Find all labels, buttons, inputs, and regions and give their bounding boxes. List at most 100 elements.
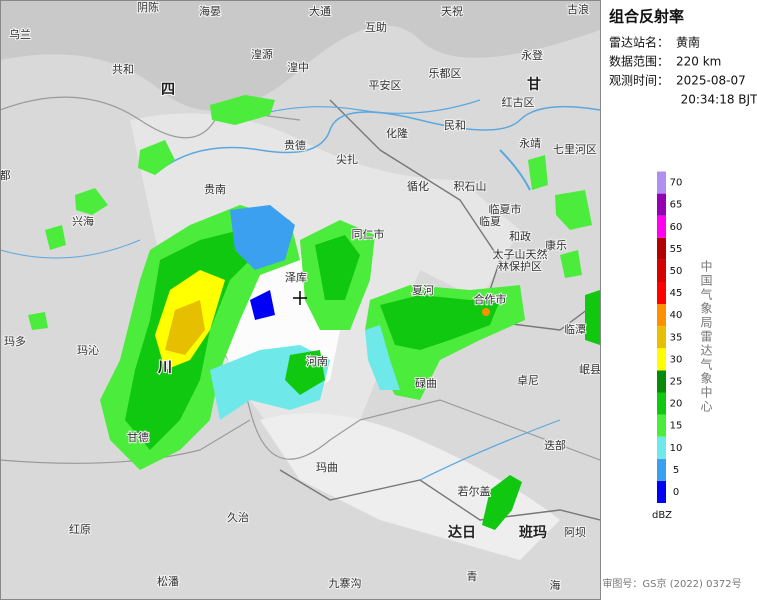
echo (230, 205, 295, 270)
place-label: 川 (157, 360, 172, 376)
echo (555, 190, 592, 230)
place-label: 都 (0, 169, 11, 182)
place-label: 红古区 (502, 96, 535, 109)
place-label: 乌兰 (9, 27, 31, 41)
echo (585, 290, 600, 345)
place-label: 阴陈 (137, 0, 159, 14)
place-label: 岷县 (579, 363, 601, 376)
place-label: 临潭 (564, 322, 586, 336)
legend-swatch (657, 370, 666, 393)
legend-tick-label: 65 (670, 200, 683, 211)
row-label: 雷达站名： (609, 35, 669, 50)
echo (315, 235, 360, 300)
border (0, 419, 251, 464)
agency: 中国气象局雷达气象中心 (699, 259, 713, 414)
place-label: 玛沁 (77, 344, 99, 357)
place-label: 互助 (365, 20, 387, 34)
legend-tick-label: 10 (670, 443, 683, 454)
place-label: 湟源 (251, 47, 273, 61)
legend-unit: dBZ (652, 510, 672, 521)
legend-swatch (657, 458, 666, 481)
place-label: 临夏 (479, 214, 501, 228)
row-label: 观测时间： (609, 74, 669, 88)
row-value: 2025-08-07 (676, 74, 746, 88)
legend-tick-label: 35 (670, 332, 683, 343)
place-label: 古浪 (567, 2, 589, 16)
place-label: 松潘 (157, 574, 179, 588)
echo (528, 155, 548, 190)
place-label: 玛曲 (316, 461, 338, 474)
legend-swatch (657, 436, 666, 459)
place-label: 乐都区 (429, 67, 462, 80)
legend-tick-label: 70 (670, 178, 683, 189)
legend-swatch (657, 348, 666, 371)
place-label: 永登 (521, 48, 543, 62)
legend-tick-label: 45 (670, 288, 683, 299)
terrain-high (0, 0, 600, 111)
footer: 审图号：GS京 (2022) 0372号 (602, 577, 741, 590)
place-label: 康乐 (545, 238, 567, 252)
place-label: 天祝 (441, 4, 463, 18)
place-label: 平安区 (369, 78, 402, 92)
legend-swatch (657, 282, 666, 305)
echo (250, 290, 275, 320)
legend-tick-label: 0 (673, 487, 679, 498)
legend-swatch (657, 215, 666, 238)
legend-tick-label: 20 (670, 399, 683, 410)
echo (138, 140, 175, 175)
place-label: 贵南 (204, 183, 226, 196)
place-label: 化隆 (386, 126, 408, 140)
place-label: 卓尼 (517, 374, 539, 387)
place-label: 循化 (407, 179, 429, 193)
river (499, 149, 531, 191)
legend-swatch (657, 326, 666, 349)
border (0, 96, 301, 139)
place-label: 永靖 (519, 136, 541, 150)
place-label: 迭部 (544, 438, 566, 452)
legend-swatch (657, 171, 666, 194)
place-label: 河南 (306, 355, 328, 368)
place-label: 兴海 (72, 214, 94, 228)
river (419, 419, 561, 481)
river (159, 105, 600, 171)
place-label: 湟中 (287, 61, 309, 74)
legend-swatch (657, 480, 666, 503)
place-label: 若尔盖 (458, 484, 491, 498)
echo (210, 95, 275, 125)
place-label: 玛多 (4, 334, 26, 348)
row-value: 黄南 (676, 35, 700, 50)
legend-swatch (657, 193, 666, 216)
legend-swatch (657, 392, 666, 415)
legend-tick-label: 30 (670, 354, 683, 365)
place-label: 久治 (227, 510, 249, 524)
place-label: 合作市 (474, 292, 507, 306)
time-line2: 20:34:18 BJT (681, 93, 757, 107)
place-label: 民和 (444, 119, 466, 132)
echo (482, 308, 490, 316)
panel-title: 组合反射率 (609, 8, 684, 26)
place-label: 海 (550, 578, 561, 592)
legend-tick-label: 5 (673, 465, 679, 476)
legend-swatch (657, 237, 666, 260)
place-label: 泽库 (285, 271, 307, 284)
echo (482, 475, 522, 530)
place-label: 红原 (69, 523, 91, 536)
place-label: 班玛 (519, 524, 547, 541)
place-label: 甘 (527, 76, 541, 93)
place-label: 临夏市 (489, 202, 522, 216)
place-label: 阿坝 (564, 525, 586, 539)
legend-tick-label: 55 (670, 244, 683, 255)
place-label: 碌曲 (415, 377, 437, 390)
legend-swatch (657, 414, 666, 437)
place-label: 七里河区 (553, 143, 597, 156)
place-label: 大通 (309, 4, 331, 18)
echoes (28, 95, 600, 530)
echo (380, 295, 500, 350)
place-label: 同仁市 (352, 227, 385, 241)
radar-site (293, 291, 307, 305)
echo (45, 225, 66, 250)
place-label: 和政 (509, 229, 531, 243)
